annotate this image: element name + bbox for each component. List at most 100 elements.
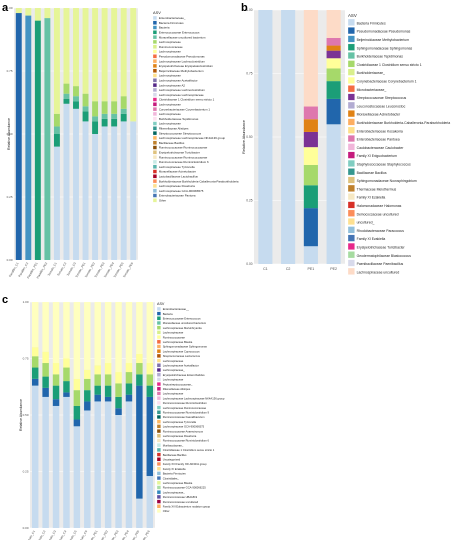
legend-swatch xyxy=(347,43,355,51)
bar-segment xyxy=(63,83,70,94)
legend-label: Burkholderiaceae Tepidimonas xyxy=(357,55,404,59)
bar-segment xyxy=(82,8,89,94)
y-tick-label: 0.75 xyxy=(246,72,252,76)
legend-label: Lachnospiraceae GCA-900066575 xyxy=(163,425,205,429)
bar-segment xyxy=(136,353,143,364)
bar-segment xyxy=(94,365,101,375)
legend-label: Bacillaceae Bacillus xyxy=(357,171,387,175)
legend-swatch xyxy=(152,54,157,59)
bar-segment xyxy=(63,381,70,393)
legend-label: Burkholderiaceae Burkholderia-Caballeron… xyxy=(159,179,239,183)
legend-swatch xyxy=(152,150,157,155)
y-tick-label: 0.75 xyxy=(7,69,13,73)
bar-segment xyxy=(92,101,99,117)
legend-swatch xyxy=(152,44,157,49)
bar-segment xyxy=(115,302,122,373)
x-tick-label: Tomato_C6 xyxy=(77,529,88,540)
bar-segment xyxy=(120,108,127,114)
bar-segment xyxy=(303,147,318,165)
legend-swatch xyxy=(347,201,355,209)
legend-swatch xyxy=(347,159,355,167)
legend-label: Other xyxy=(159,199,166,203)
x-tick-label: Tomato_C2 xyxy=(35,529,46,540)
bar-segment xyxy=(52,399,60,406)
legend-swatch xyxy=(347,143,355,151)
y-tick-label: 0.25 xyxy=(246,199,252,203)
legend-swatch xyxy=(156,391,161,396)
legend-swatch xyxy=(347,35,355,43)
bar-segment xyxy=(303,106,318,120)
x-tick-label: PE1 xyxy=(307,267,314,271)
legend-swatch xyxy=(152,68,157,73)
legend-swatch xyxy=(156,499,161,504)
legend-swatch xyxy=(347,259,355,267)
legend-label: Staphylococcaceae Staphylococcus xyxy=(357,162,411,166)
legend-label: Ruminococcaceae UBA1819 xyxy=(163,495,198,499)
bar-segment xyxy=(34,8,41,21)
legend-label: Lachnospiraceae xyxy=(159,103,181,107)
y-axis-label: Relative Abundance xyxy=(19,399,23,431)
bar-segment xyxy=(42,387,49,397)
bar-segment xyxy=(31,378,39,386)
bar-segment xyxy=(146,374,154,386)
legend-label: Corynebacteriaceae Corynebacterium 1 xyxy=(159,107,210,111)
legend-swatch xyxy=(152,97,157,102)
legend-label: Enterobacteriaceae Pantoea xyxy=(357,138,400,142)
legend-label: Ruminococcaceae Ruminococcaceae xyxy=(159,146,208,150)
bar-segment xyxy=(73,108,79,260)
bar-segment xyxy=(326,10,341,38)
legend-label: Sphingomonadaceae Novosphingobium xyxy=(357,179,417,183)
bar-segment xyxy=(101,113,108,119)
legend-swatch xyxy=(156,476,161,481)
legend-swatch xyxy=(152,59,157,64)
legend-swatch xyxy=(156,382,161,387)
y-tick-label: 0.75 xyxy=(23,357,29,361)
legend-swatch xyxy=(156,508,161,514)
legend-label: Ruminococcaceae xyxy=(163,335,186,339)
bar-segment xyxy=(63,103,70,260)
legend-swatch xyxy=(152,78,157,83)
legend-swatch xyxy=(156,457,161,462)
legend-label: Enterococcaceae Enterococcus xyxy=(163,316,201,320)
legend-label: Rikenellaceae Alistipes xyxy=(163,387,191,391)
legend-label: Streptococcaceae Streptococcus xyxy=(357,96,407,100)
legend-swatch xyxy=(347,101,355,109)
bar-segment xyxy=(111,113,118,119)
legend-swatch xyxy=(156,452,161,457)
bar-segment xyxy=(53,8,60,114)
x-tick-label: C1 xyxy=(263,267,268,271)
legend-swatch xyxy=(156,490,161,495)
legend-swatch xyxy=(152,145,157,150)
legend-label: Streptococcaceae Lactococcus xyxy=(163,354,201,358)
legend-swatch xyxy=(156,461,161,467)
bar-segment xyxy=(15,13,22,261)
panel-label-a: a xyxy=(2,2,9,14)
legend-swatch xyxy=(156,471,161,476)
bar-segment xyxy=(326,45,341,51)
legend-label: Ruminococcaceae uncultured xyxy=(163,500,199,504)
legend-swatch xyxy=(152,15,157,20)
bar-segment xyxy=(42,396,49,528)
bar-segment xyxy=(53,113,60,127)
legend-swatch xyxy=(152,73,157,78)
legend-label: Burkholderiaceae Tepidimonas xyxy=(159,117,199,121)
bar-segment xyxy=(303,164,318,186)
legend-swatch xyxy=(156,443,161,448)
legend-swatch xyxy=(347,118,355,126)
legend-label: Leuconostocaceae Leuconostoc xyxy=(357,104,406,108)
bar-segment xyxy=(125,401,133,528)
bar-segment xyxy=(73,426,81,528)
legend-label: Lachnospiraceae Lachnospiraceae xyxy=(159,93,204,97)
legend-swatch xyxy=(152,193,157,198)
legend-label: Lachnospiraceae xyxy=(159,40,181,44)
y-tick-label: 1.00 xyxy=(7,6,13,10)
x-tick-label: Tomato_C3 xyxy=(66,261,77,277)
x-tick-label: Tomato_PE4 xyxy=(118,529,130,540)
bar-segment xyxy=(52,385,60,400)
bar-segment xyxy=(84,390,91,402)
bar-segment xyxy=(73,419,81,427)
x-tick-label: Tomato_PE3 xyxy=(107,529,119,540)
x-tick-label: Tomato_C1 xyxy=(47,261,58,277)
x-tick-label: Parafilm_C1 xyxy=(8,261,20,278)
bar-segment xyxy=(31,385,39,528)
